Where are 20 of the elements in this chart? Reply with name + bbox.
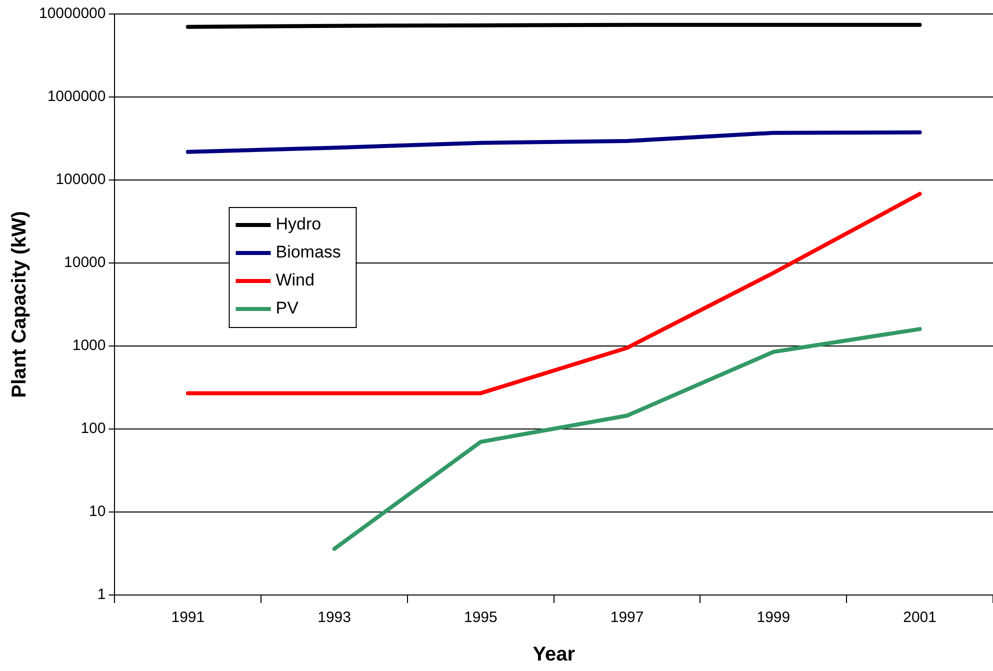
y-tick-label: 100: [80, 420, 106, 438]
legend-label: Biomass: [276, 242, 341, 262]
x-tick-label: 1991: [171, 609, 205, 626]
y-tick-label: 1000: [72, 337, 106, 354]
x-tick-label: 1997: [610, 609, 644, 626]
y-axis-title: Plant Capacity (kW): [8, 211, 31, 398]
x-tick-label: 1999: [756, 609, 790, 626]
legend-label: PV: [276, 298, 300, 318]
x-axis-title: Year: [532, 644, 576, 666]
legend-label: Wind: [276, 270, 314, 290]
y-tick-label: 1: [97, 586, 106, 604]
y-tick-label: 10000: [64, 254, 106, 272]
legend-label: Hydro: [276, 214, 322, 234]
x-tick-label: 1993: [318, 609, 351, 626]
y-tick-label: 100000: [56, 171, 106, 188]
y-tick-label: 10: [89, 503, 106, 520]
y-tick-label: 10000000: [38, 5, 106, 22]
x-tick-label: 1995: [464, 609, 498, 626]
x-tick-label: 2001: [903, 609, 936, 626]
y-tick-label: 1000000: [47, 88, 106, 106]
